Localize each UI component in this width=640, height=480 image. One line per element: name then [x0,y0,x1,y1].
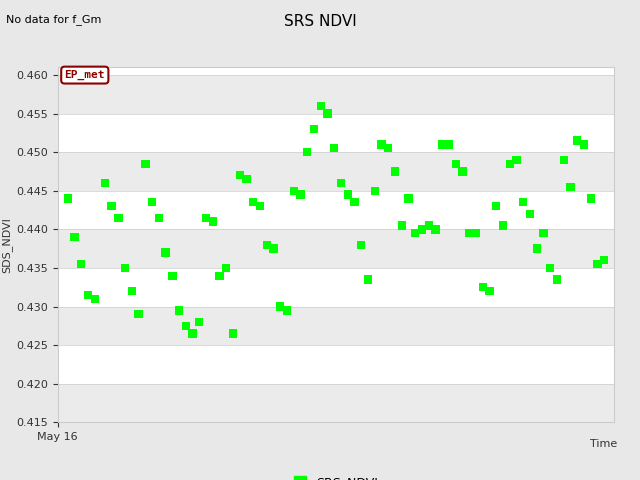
Point [532,245,542,252]
Point [511,156,522,164]
Point [282,307,292,314]
Point [397,222,407,229]
Point [76,260,86,268]
Point [383,144,394,152]
Point [147,199,157,206]
Point [309,125,319,133]
Bar [58,75,614,114]
Point [525,210,535,218]
Point [363,276,373,283]
Point [538,229,548,237]
Point [134,311,144,318]
Bar [58,345,614,384]
Point [349,199,360,206]
Point [437,141,447,148]
Point [342,191,353,198]
Point [214,272,225,279]
Point [241,175,252,183]
Point [559,156,569,164]
Point [491,203,501,210]
Point [174,307,184,314]
Point [208,218,218,226]
Point [336,179,346,187]
Bar [58,307,614,345]
Point [106,203,116,210]
Point [477,283,488,291]
Bar [58,229,614,268]
Point [248,199,259,206]
Point [221,264,232,272]
Point [356,241,367,249]
Bar [58,191,614,229]
Point [154,214,164,222]
Text: Time: Time [590,439,618,449]
Point [484,288,495,295]
Point [552,276,562,283]
Point [323,110,333,118]
Point [127,288,137,295]
Bar [58,152,614,191]
Point [444,141,454,148]
Text: SRS NDVI: SRS NDVI [284,14,356,29]
Text: No data for f_Gm: No data for f_Gm [6,14,102,25]
Point [390,168,400,175]
Point [464,229,474,237]
Point [63,194,73,202]
Point [565,183,575,191]
Point [593,260,603,268]
Legend: SRS_NDVI: SRS_NDVI [289,471,383,480]
Point [161,249,171,256]
Point [113,214,124,222]
Point [194,318,204,326]
Point [505,160,515,168]
Point [417,226,427,233]
Text: EP_met: EP_met [65,70,105,80]
Point [120,264,130,272]
Point [228,330,238,337]
Point [424,222,434,229]
Bar [58,268,614,307]
Point [302,148,312,156]
Point [431,226,441,233]
Point [403,194,413,202]
Point [451,160,461,168]
Point [579,141,589,148]
Point [83,291,93,299]
Point [180,322,191,330]
Point [586,194,596,202]
Point [100,179,110,187]
Point [545,264,556,272]
Point [376,141,387,148]
Point [69,233,79,241]
Point [90,295,100,303]
Point [167,272,177,279]
Point [410,229,420,237]
Point [316,102,326,109]
Bar [58,114,614,152]
Point [262,241,272,249]
Point [458,168,468,175]
Point [268,245,278,252]
Y-axis label: SDS_NDVI: SDS_NDVI [1,217,12,273]
Point [498,222,508,229]
Point [572,137,582,144]
Point [370,187,380,194]
Point [599,256,609,264]
Point [471,229,481,237]
Point [188,330,198,337]
Point [201,214,211,222]
Point [518,199,529,206]
Point [275,303,285,311]
Point [329,144,339,152]
Point [140,160,150,168]
Point [289,187,299,194]
Point [235,171,245,179]
Point [255,203,265,210]
Bar [58,384,614,422]
Point [296,191,306,198]
